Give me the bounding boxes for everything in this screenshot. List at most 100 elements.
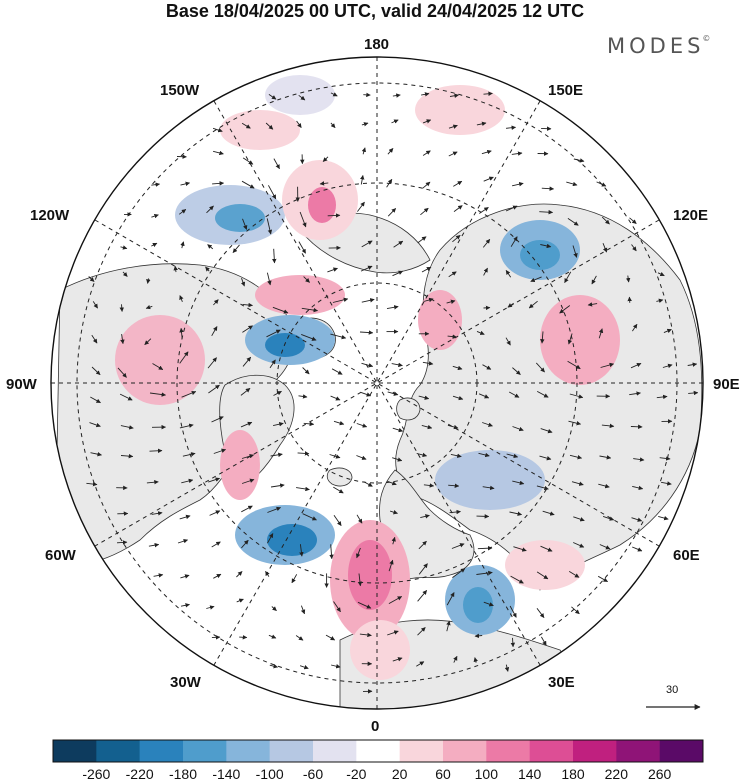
wind-vector [356,423,368,428]
wind-vector [180,574,190,579]
wind-vector [146,278,151,284]
wind-vector [420,514,430,519]
wind-vector [541,636,547,646]
lon-label-150e: 150E [548,82,584,99]
wind-vector [291,574,298,584]
wind-vector [629,391,641,396]
wind-vector [446,592,455,606]
wind-vector [173,265,178,273]
colorbar-swatch [443,740,487,762]
wind-vector [453,205,463,212]
wind-vector [540,331,545,344]
wind-vector [423,483,435,488]
wind-vector [569,393,584,399]
wind-vector [266,272,272,286]
wind-vector [505,337,511,346]
wind-vector [422,361,434,366]
wind-vector [656,298,664,303]
wind-vector [447,334,458,339]
wind-vector [301,307,319,313]
wind-vector [296,120,302,128]
wind-vector [357,201,365,212]
wind-vector [392,427,404,433]
wind-vector [387,208,397,217]
wind-vector [422,150,431,156]
wind-vector [566,181,578,187]
wind-vector [389,510,398,515]
colorbar-tick-label: 220 [604,766,629,782]
wind-vector [322,156,329,162]
wind-vector [357,601,372,609]
wind-vector [212,127,223,133]
wind-vector [416,661,425,667]
colorbar-swatch [616,740,660,762]
wind-vector [241,539,249,549]
wind-vector [530,276,542,282]
wind-vector [542,510,555,516]
colorbar-tick-label: 60 [435,766,451,782]
colorbar-tick-label: -60 [302,766,324,782]
wind-vector [242,218,248,230]
colorbar-frame [52,739,704,763]
wind-vector [448,124,458,129]
wind-vector [388,559,394,572]
wind-vector [392,657,403,662]
wind-vector [536,571,549,580]
wind-vector [242,302,253,308]
colorbar-tick-label: 260 [647,766,672,782]
reference-vector-value: 30 [666,684,679,696]
wind-vector [510,236,518,247]
wind-vector [601,216,610,225]
colorbar-tick-label: 140 [517,766,542,782]
wind-vector [329,544,334,560]
wind-vector [298,394,308,399]
wind-vector [206,205,214,214]
wind-vector [629,217,637,224]
wind-vector [119,393,133,401]
wind-vector [568,571,580,578]
wind-vector [450,453,462,458]
anomaly-blob [215,204,265,232]
wind-vector [267,506,282,513]
wind-vector [483,267,488,276]
anomaly-blob [267,524,317,556]
wind-vector [452,365,463,371]
anomaly-blob [540,295,620,385]
map-disc [51,57,703,709]
wind-vector [299,544,304,557]
map-title: Base 18/04/2025 00 UTC, valid 24/04/2025… [165,1,585,21]
wind-vector [416,452,428,458]
wind-vector [180,241,185,249]
wind-vector [179,423,194,429]
wind-vector [319,181,329,186]
wind-vector [632,485,644,491]
wind-vector [298,241,306,254]
wind-vector [232,244,240,253]
wind-vector [572,245,578,258]
wind-vector [361,240,373,248]
wind-vector [474,633,483,639]
colorbar-tick-label: 20 [391,766,408,782]
wind-vector [631,517,643,522]
anomaly-blob [265,75,335,115]
wind-vector [333,601,341,613]
wind-vector [332,297,349,303]
wind-vector [119,304,125,312]
wind-vector [267,533,274,544]
wind-vector [657,271,665,277]
colorbar-swatch [269,740,314,762]
wind-vector [269,359,276,369]
wind-vector [569,454,583,460]
wind-vector [333,486,344,494]
wind-vector [88,276,95,282]
wind-vector [273,421,284,427]
wind-vector [149,448,163,454]
wind-vector [571,481,584,486]
wind-vector [541,186,555,191]
wind-vector [597,575,608,582]
wind-vector [418,395,430,400]
wind-vector [447,424,459,430]
wind-vector [177,539,189,544]
wind-vector [418,563,428,575]
